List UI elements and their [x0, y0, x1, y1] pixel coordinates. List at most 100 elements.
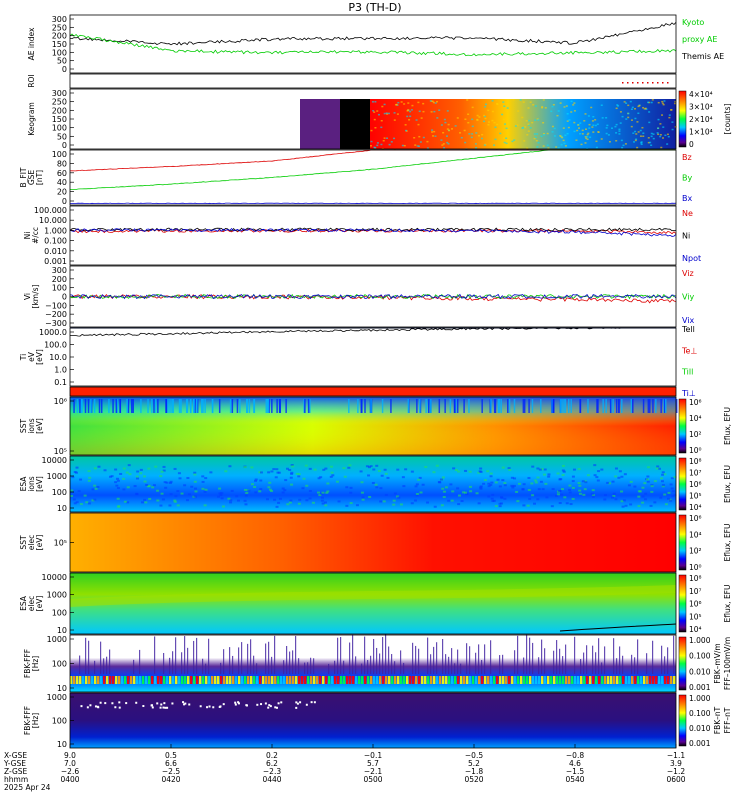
x-tick-label: 6.6	[165, 759, 177, 768]
colorbar-label: Eflux, EFU	[723, 524, 732, 562]
tick-label: 100	[52, 48, 67, 57]
ae-ylabel: AE index	[27, 27, 36, 60]
tick-label: 100	[52, 150, 67, 159]
svg-text:elec: elec	[27, 535, 36, 550]
ti-legend: Tell Te⊥ Till Ti⊥	[681, 325, 697, 398]
colorbar-tick: 10⁴	[689, 503, 702, 512]
svg-text:ions: ions	[27, 418, 36, 433]
colorbar-label: Eflux, EFU	[723, 465, 732, 503]
keogram-ylabel: Keogram	[27, 102, 36, 136]
x-tick-label: 3.9	[670, 759, 682, 768]
tick-label: 300	[52, 89, 67, 98]
tick-label: 100	[52, 660, 67, 669]
sst_ion-ticks: 10⁶ 10⁵	[54, 397, 74, 456]
x-tick-label: −2.5	[162, 767, 180, 776]
strip-frame	[69, 386, 677, 397]
colorbar-label: FFF–nT	[723, 707, 732, 733]
tick-label: 50	[57, 57, 67, 66]
tick-label: 1000	[47, 635, 67, 644]
x-tick-label: 6.2	[266, 759, 278, 768]
svg-text:SST: SST	[19, 419, 28, 434]
esa_ion-ticks: 10000 1000 100 10	[42, 456, 74, 513]
series-line-tell	[70, 327, 676, 337]
colorbar-tick: 1.000	[689, 636, 711, 645]
keogram-image	[300, 99, 677, 151]
tick-label: 0	[62, 293, 67, 302]
tick-label: 100.0	[44, 341, 67, 350]
svg-text:ESA: ESA	[19, 476, 28, 492]
ti-ticks: 1000.0 100.0 10.0 1.0 0.1	[39, 328, 74, 387]
colorbar-tick: 4×10⁴	[689, 90, 713, 99]
ni-ylabel: Ni #/cc	[23, 227, 40, 244]
tick-label: 10⁵	[54, 447, 67, 456]
colorbar-tick: 0	[689, 140, 694, 149]
ti-ylabel: Ti eV [eV]	[19, 349, 44, 365]
svg-text:FBK-FFF: FBK-FFF	[23, 649, 32, 678]
colorbar-tick: 10⁷	[689, 587, 702, 596]
colorbar-tick: 0.100	[689, 709, 711, 718]
esa_ion-colorbar: 10⁸ 10⁷ 10⁶ 10⁵ 10⁴ Eflux, EFU	[678, 457, 732, 512]
tick-label: 10000	[42, 573, 67, 582]
ae-frame	[69, 14, 677, 74]
ti-series	[70, 327, 676, 337]
ti-frame	[69, 327, 677, 387]
sst_ion-colorbar: 10⁶ 10⁴ 10² 10⁰ Eflux, EFU	[678, 398, 732, 455]
sst_elec-ticks: 10⁵	[54, 539, 74, 548]
x-tick-label: 0520	[464, 775, 483, 784]
esa_elec-frame	[69, 572, 677, 635]
tick-label: 0.001	[44, 257, 67, 266]
colorbar-label: FBK–nT	[713, 706, 722, 734]
tick-label: 0	[62, 197, 67, 206]
strip-band	[70, 387, 676, 396]
colorbar-label: Eflux, EFU	[723, 407, 732, 445]
sst_elec-spectrogram	[70, 513, 676, 572]
svg-text:[km/s]: [km/s]	[31, 284, 40, 308]
x-tick-label: −2.1	[364, 767, 382, 776]
svg-text:[eV]: [eV]	[35, 476, 44, 492]
colorbar-label: [counts]	[723, 103, 732, 134]
series-line-vix	[69, 293, 677, 300]
legend-entry: Till	[681, 368, 693, 377]
legend-entry: proxy AE	[682, 35, 717, 44]
colorbar-tick: 10²	[689, 430, 702, 439]
tick-label: 40	[57, 178, 67, 187]
colorbar-label: Eflux, EFU	[723, 585, 732, 623]
tick-label: 100	[52, 717, 67, 726]
tick-label: 100	[52, 488, 67, 497]
series-line-themis-ae	[70, 21, 677, 46]
colorbar-tick: 10⁷	[689, 469, 702, 478]
x-tick-label: −1.1	[667, 751, 685, 760]
x-tick-label: 0540	[565, 775, 584, 784]
svg-text:Ni: Ni	[23, 232, 32, 240]
tick-label: 0.010	[44, 247, 67, 256]
x-tick-label: 0440	[262, 775, 281, 784]
tick-label: 1000	[47, 472, 67, 481]
series-line-kyoto-proxy-ae	[69, 33, 677, 57]
x-tick-label: 7.0	[64, 759, 76, 768]
svg-text:Ti: Ti	[19, 354, 28, 361]
x-tick-label: −0.1	[364, 751, 382, 760]
colorbar-tick: 10⁸	[689, 574, 702, 583]
colorbar-tick: 10⁴	[689, 530, 702, 539]
vi-ylabel: Vi [km/s]	[23, 284, 40, 308]
roi-frame	[69, 73, 677, 89]
x-tick-label: 0.5	[165, 751, 177, 760]
svg-text:SST: SST	[19, 535, 28, 550]
tick-label: 50	[57, 132, 67, 141]
x-tick-label: −1.2	[667, 767, 685, 776]
series-line-by	[69, 149, 676, 190]
x-tick-label: −2.6	[61, 767, 79, 776]
svg-text:[eV]: [eV]	[35, 418, 44, 434]
colorbar-tick: 10⁵	[689, 492, 702, 501]
bfit-legend: Bz By Bx	[682, 153, 692, 203]
series-line-bz	[69, 149, 676, 172]
tick-label: 0.1	[54, 378, 67, 387]
colorbar-tick: 10⁶	[689, 480, 702, 489]
sst_ion-ylabel: SST ions [eV]	[19, 418, 44, 434]
colorbar-tick: 2×10⁴	[689, 115, 713, 124]
